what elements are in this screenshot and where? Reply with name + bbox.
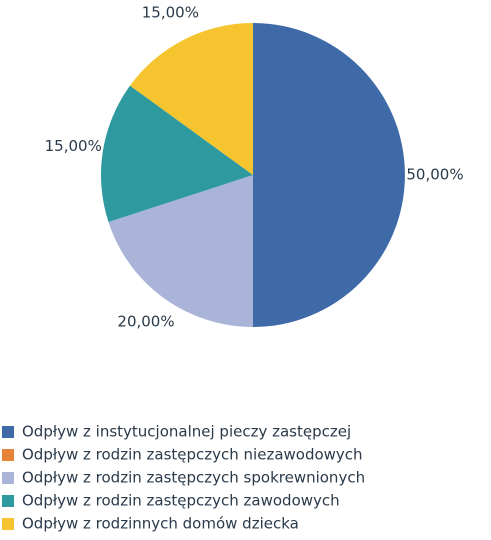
slice-label: 15,00% (142, 3, 199, 21)
pie-slice (108, 175, 253, 327)
pie-slice (253, 23, 405, 327)
legend-swatch (2, 472, 14, 484)
pie-slice (101, 85, 254, 222)
slice-label: 50,00% (406, 166, 463, 184)
slice-label: 20,00% (117, 313, 174, 331)
legend-label: Odpływ z instytucjonalnej pieczy zastępc… (22, 423, 351, 441)
legend-label: Odpływ z rodzin zastępczych niezawodowyc… (22, 446, 363, 464)
pie-slice (130, 23, 253, 175)
legend-label: Odpływ z rodzin zastępczych spokrewniony… (22, 469, 365, 487)
legend-swatch (2, 495, 14, 507)
legend-swatch (2, 426, 14, 438)
legend-label: Odpływ z rodzinnych domów dziecka (22, 515, 299, 533)
slice-label: 15,00% (45, 137, 102, 155)
legend-swatch (2, 518, 14, 530)
legend-swatch (2, 449, 14, 461)
legend-label: Odpływ z rodzin zastępczych zawodowych (22, 492, 340, 510)
